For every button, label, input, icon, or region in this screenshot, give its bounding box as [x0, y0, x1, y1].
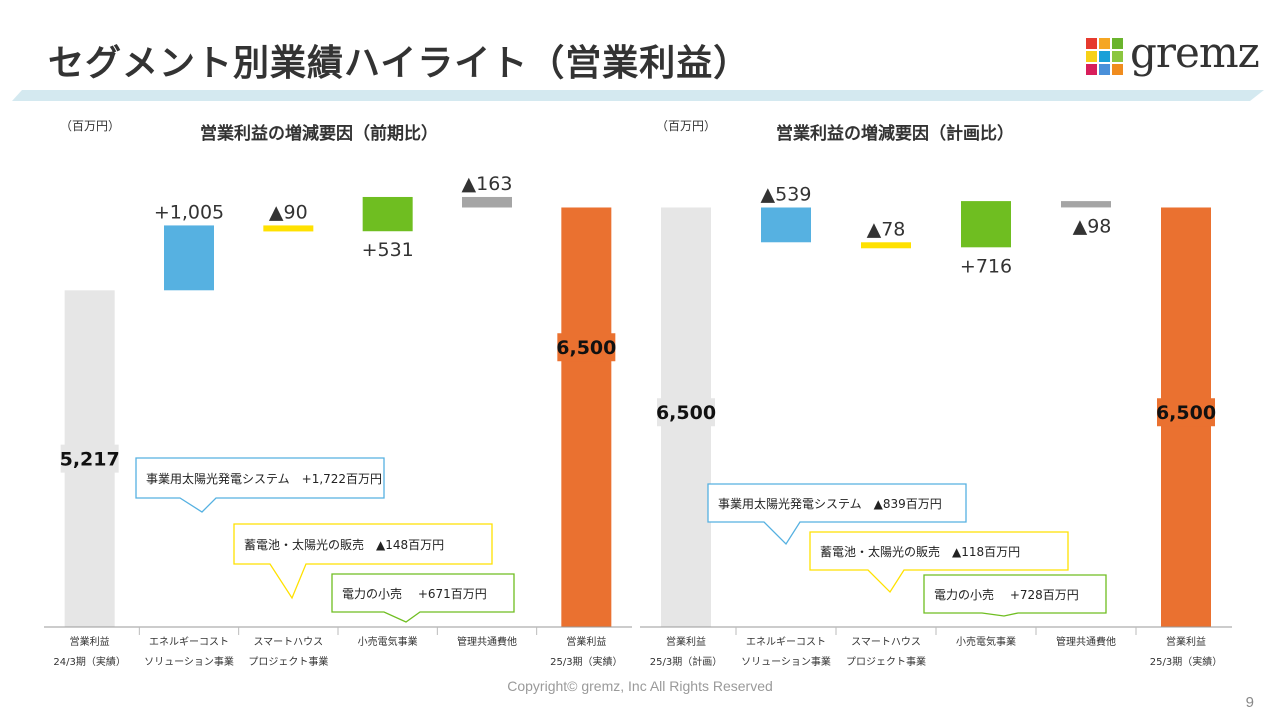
delta-value-label: ▲98 [1073, 215, 1112, 237]
category-label: 小売電気事業 [358, 635, 418, 648]
logo-square [1112, 64, 1123, 75]
total-label-box [657, 398, 715, 427]
unit-label: （百万円） [60, 119, 120, 133]
waterfall-chart-vs-plan: （百万円） 営業利益の増減要因（計画比） 6,500 ▲539 ▲78 +716 ▲98 6,… [640, 119, 1232, 668]
callout-box [331, 573, 515, 623]
category-label: 管理共通費他 [457, 635, 517, 648]
category-sublabel: プロジェクト事業 [248, 655, 328, 668]
logo-square [1086, 64, 1097, 75]
total-value-label: 6,500 [656, 402, 716, 424]
category-sublabel: 25/3期（計画） [650, 655, 722, 668]
waterfall-bar [164, 225, 214, 291]
waterfall-bar [861, 242, 911, 249]
total-label-box [60, 444, 119, 473]
callout-box [923, 574, 1107, 617]
category-label: エネルギーコスト [149, 636, 229, 648]
company-logo: gremz [1086, 28, 1260, 82]
copyright-footer: Copyright© gremz, Inc All Rights Reserve… [507, 678, 773, 694]
waterfall-bar [761, 207, 811, 243]
logo-square [1086, 51, 1097, 62]
category-label: 営業利益 [70, 635, 110, 648]
category-label: 営業利益 [1166, 635, 1206, 648]
callout-text: 蓄電池・太陽光の販売 ▲118百万円 [820, 544, 1020, 559]
total-label-box [557, 333, 616, 362]
category-sublabel: 24/3期（実績） [53, 655, 125, 668]
delta-value-label: ▲78 [867, 218, 906, 240]
logo-square [1099, 38, 1110, 49]
category-label: 小売電気事業 [956, 635, 1016, 648]
callout-text: 事業用太陽光発電システム ▲839百万円 [718, 496, 942, 511]
chart-title: 営業利益の増減要因（前期比） [200, 123, 438, 144]
callout-box [135, 457, 385, 513]
category-sublabel: プロジェクト事業 [846, 655, 926, 668]
category-sublabel: 25/3期（実績） [550, 655, 622, 668]
page-number: 9 [1245, 694, 1254, 711]
logo-square [1099, 51, 1110, 62]
callout-box [809, 531, 1069, 594]
category-label: 営業利益 [566, 635, 606, 648]
waterfall-bar [961, 201, 1011, 248]
logo-mosaic-icon [1086, 38, 1124, 76]
total-value-label: 6,500 [556, 337, 616, 359]
category-label: スマートハウス [253, 636, 323, 648]
logo-square [1112, 38, 1123, 49]
category-label: 営業利益 [666, 635, 706, 648]
logo-wordmark: gremz [1130, 28, 1260, 77]
waterfall-bar [263, 225, 314, 232]
category-sublabel: 25/3期（実績） [1150, 655, 1222, 668]
waterfall-bar [362, 196, 413, 232]
total-value-label: 6,500 [1156, 402, 1216, 424]
delta-value-label: ▲539 [761, 183, 812, 205]
callout-text: 事業用太陽光発電システム +1,722百万円 [146, 471, 382, 486]
callout-box [707, 483, 967, 546]
category-sublabel: ソリューション事業 [144, 655, 234, 668]
logo-square [1112, 51, 1123, 62]
category-label: スマートハウス [851, 636, 921, 648]
category-label: 管理共通費他 [1056, 635, 1116, 648]
total-label-box [1157, 398, 1215, 427]
delta-value-label: ▲90 [269, 201, 308, 223]
waterfall-bar [1061, 201, 1111, 208]
unit-label: （百万円） [656, 119, 716, 133]
category-sublabel: ソリューション事業 [741, 655, 831, 668]
delta-value-label: +531 [362, 239, 414, 261]
callout-text: 蓄電池・太陽光の販売 ▲148百万円 [244, 537, 444, 552]
page-title: セグメント別業績ハイライト（営業利益） [48, 43, 751, 84]
delta-value-label: ▲163 [462, 173, 513, 195]
delta-value-label: +1,005 [154, 201, 224, 223]
header-divider-band [12, 90, 1264, 101]
total-value-label: 5,217 [60, 449, 120, 471]
waterfall-bar [462, 196, 512, 208]
chart-title: 営業利益の増減要因（計画比） [776, 123, 1014, 144]
callout-box [233, 523, 493, 600]
category-label: エネルギーコスト [746, 636, 826, 648]
callout-text: 電力の小売 +728百万円 [934, 587, 1079, 602]
waterfall-bar [561, 207, 612, 627]
callout-text: 電力の小売 +671百万円 [342, 586, 487, 601]
delta-value-label: +716 [960, 255, 1012, 277]
logo-square [1086, 38, 1097, 49]
waterfall-chart-yoy: （百万円） 営業利益の増減要因（前期比） 5,217 +1,005 ▲90 +531 ▲16… [44, 119, 632, 668]
logo-square [1099, 64, 1110, 75]
